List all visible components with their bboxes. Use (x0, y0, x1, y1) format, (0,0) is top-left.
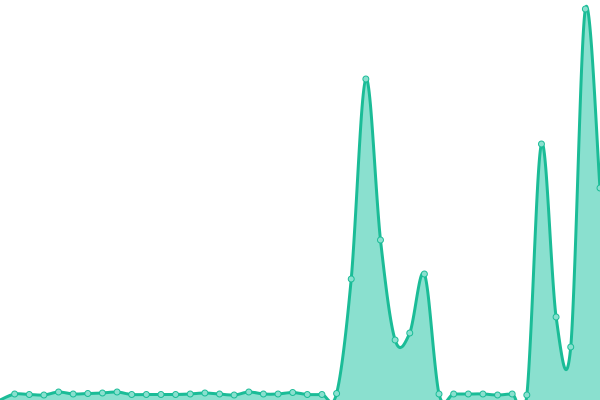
data-point (347, 275, 355, 283)
data-point (55, 388, 63, 396)
data-point (142, 391, 150, 398)
data-point (201, 389, 209, 397)
data-point (245, 388, 253, 396)
data-point (318, 391, 326, 398)
data-point (216, 390, 224, 398)
data-point (157, 391, 165, 398)
data-point (128, 391, 136, 398)
data-point (259, 390, 267, 398)
data-point (537, 140, 545, 148)
data-point (552, 313, 560, 321)
data-point (113, 388, 121, 396)
data-point (420, 270, 428, 278)
data-point (450, 390, 458, 398)
data-point (508, 390, 516, 398)
data-point (69, 390, 77, 398)
data-point (98, 389, 106, 397)
data-point (172, 391, 180, 398)
data-point (186, 390, 194, 398)
data-point (494, 391, 502, 399)
data-point (230, 391, 238, 399)
data-point (303, 391, 311, 398)
data-point (581, 5, 589, 13)
data-point (40, 391, 48, 399)
data-point (596, 184, 600, 192)
data-point (25, 391, 33, 398)
data-point (567, 343, 575, 351)
data-point (362, 75, 370, 83)
data-point (11, 390, 19, 398)
data-point (435, 390, 443, 398)
data-point (523, 391, 531, 399)
data-point (289, 389, 297, 396)
data-point (406, 329, 414, 337)
series-line (0, 4, 600, 400)
data-points (11, 5, 600, 399)
data-point (333, 390, 341, 397)
data-point (391, 336, 399, 344)
data-point (84, 390, 92, 397)
data-point (274, 390, 282, 398)
area-fill (0, 6, 600, 400)
data-point (376, 236, 384, 244)
data-point (464, 390, 472, 398)
data-point (479, 390, 487, 398)
